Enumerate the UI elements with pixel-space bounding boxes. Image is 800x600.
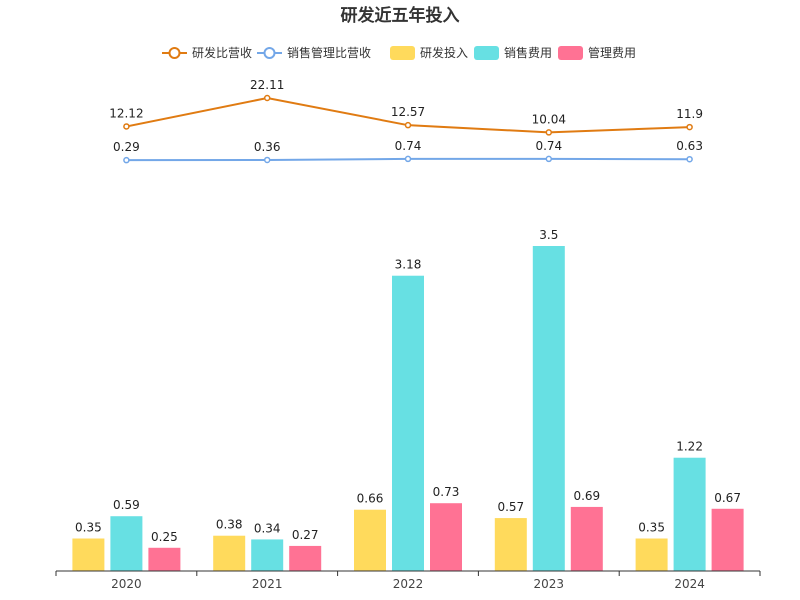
line-value-label: 0.36 [254,140,281,154]
bar-value-label: 0.34 [254,521,281,535]
legend-label: 研发投入 [420,45,468,60]
legend-label: 销售费用 [504,45,552,60]
bar[interactable] [213,535,246,571]
bar-value-label: 0.73 [433,485,460,499]
x-tick-label: 2021 [252,577,283,591]
x-tick-label: 2023 [534,577,565,591]
chart-title: 研发近五年投入 [341,5,460,26]
legend-bar-swatch [474,46,499,60]
bar-value-label: 1.22 [676,440,703,454]
bar-series-area: 0.35 0.380.660.570.350.590.343.183.51.220… [72,228,744,572]
line-value-label: 10.04 [532,112,566,126]
bar-value-label: 3.18 [395,258,422,272]
bar[interactable] [532,246,565,571]
line-series-0: 12.12 22.11 12.57 10.04 11.9 [109,78,703,136]
line-value-label: 22.11 [250,78,284,92]
x-tick-label: 2022 [393,577,424,591]
bar[interactable] [570,506,603,571]
line-point[interactable] [545,155,553,163]
line-value-label: 12.12 [109,106,143,120]
bar[interactable] [392,275,424,571]
bar[interactable] [289,545,322,571]
bar-value-label: 0.27 [292,528,319,542]
bar-series-0: 0.35 0.38 0.66 0.57 0.35 [72,492,668,572]
bar[interactable] [430,503,462,571]
bar[interactable] [148,547,181,571]
legend: 研发比营收 销售管理比营收 研发投入 销售费用 管理费用 [162,45,636,60]
bar-series-2: 0.25 0.27 0.73 0.69 0.67 [148,485,744,571]
x-tick-label: 2020 [111,577,142,591]
legend-item-0[interactable]: 研发比营收 [162,45,252,60]
bar-value-label: 0.69 [573,489,600,503]
bar[interactable] [72,538,105,572]
line-point[interactable] [404,121,412,129]
legend-label: 研发比营收 [192,45,252,60]
line-point[interactable] [686,155,693,163]
line-point[interactable] [545,129,553,136]
bar-value-label: 0.35 [638,521,665,535]
bar-value-label: 0.67 [714,491,741,505]
x-tick-label: 2024 [674,577,705,591]
legend-marker [263,47,276,59]
bar-value-label: 0.66 [357,492,384,506]
bar-value-label: 3.5 [539,228,558,242]
line-point[interactable] [263,156,271,164]
line-point[interactable] [263,94,271,102]
x-axis: 2020 2021 2022 2023 2024 [55,570,761,591]
line-point[interactable] [404,155,412,163]
bar-series-1: 0.59 0.34 3.18 3.5 1.22 [110,228,706,571]
bar-value-label: 0.57 [497,500,524,514]
bar-value-label: 0.35 [75,521,102,535]
legend-bar-swatch [558,46,583,60]
bar[interactable] [635,538,668,572]
legend-item-2[interactable]: 研发投入 [390,45,468,60]
line-series-area: 12.12 22.11 12.57 10.04 11.9 0.29 0.36 0.74 0.74… [109,78,703,164]
bar-value-label: 0.25 [151,530,178,544]
line-value-label: 11.9 [676,107,703,121]
bar[interactable] [110,516,143,571]
line-series-1: 0.29 0.36 0.74 0.74 0.63 [113,139,703,164]
line-value-label: 0.29 [113,140,140,154]
bar[interactable] [673,457,706,571]
bar[interactable] [354,509,386,571]
line-point[interactable] [686,123,693,131]
legend-marker [168,47,181,59]
line-value-label: 0.63 [676,139,703,153]
legend-item-4[interactable]: 管理费用 [558,45,636,60]
bar[interactable] [494,518,527,571]
legend-item-3[interactable]: 销售费用 [474,45,552,60]
line-point[interactable] [123,123,130,130]
line-value-label: 0.74 [395,139,422,153]
legend-item-1[interactable]: 销售管理比营收 [257,45,371,60]
bar[interactable] [251,539,284,571]
line-point[interactable] [123,156,130,164]
line-value-label: 0.74 [535,139,562,153]
bar-value-label: 0.59 [113,498,140,512]
legend-bar-swatch [390,46,415,60]
bar[interactable] [711,508,744,571]
bar-value-label: 0.38 [216,518,243,532]
legend-label: 管理费用 [588,45,636,60]
line-value-label: 12.57 [391,105,425,119]
legend-label: 销售管理比营收 [287,45,371,60]
